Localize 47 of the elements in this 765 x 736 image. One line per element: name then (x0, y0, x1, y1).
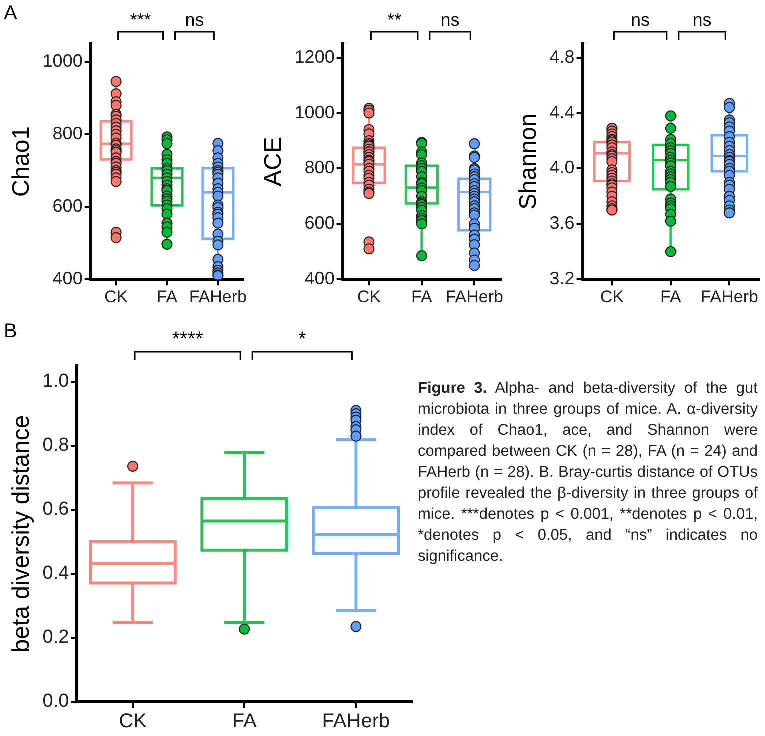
x-tick-label: FA (412, 287, 433, 306)
x-tick-label: FA (156, 287, 178, 306)
y-tick-label: 3.2 (550, 268, 575, 289)
y-tick-label: 0.6 (42, 499, 70, 520)
text: ** (388, 10, 402, 30)
y-axis-title: ACE (260, 137, 288, 186)
y-tick-label: 1200 (294, 46, 335, 67)
y-tick-label: 0.0 (42, 691, 70, 712)
x-tick-label: FAHerb (446, 287, 504, 306)
x-tick-label: FAHerb (322, 710, 390, 733)
y-tick-label: 600 (304, 213, 335, 234)
x-tick-label: FA (660, 287, 682, 306)
text: A (4, 2, 18, 25)
y-tick-label: 400 (304, 268, 335, 289)
y-tick-label: 4.8 (550, 46, 575, 67)
y-tick-label: 0.2 (42, 627, 70, 648)
y-tick-label: 800 (304, 158, 335, 178)
y-tick-label: 4.4 (550, 102, 575, 122)
y-tick-label: 1.0 (42, 371, 70, 392)
x-tick-label: CK (600, 287, 625, 306)
text: * (298, 328, 307, 351)
y-axis-title: Chao1 (8, 126, 36, 198)
x-tick-label: FAHerb (189, 287, 248, 306)
text: Figure 3. Alpha- and beta-diversity of the gut microbiota in three groups of mice. A. α-diversity index of Chao1, ace, and Shannon were compared between CK (n = 28), FA (n = 24) and FAHerb (n = 28). B. Bray-curtis distance of OTUs profile revealed the β-diversity in three groups of mice. ***denotes p < 0.001, **denotes p < 0.01, *denotes p < 0.05, and “ns” indicates no significance. (418, 380, 758, 565)
y-tick-label: 1000 (42, 51, 83, 72)
y-tick-label: 3.6 (550, 213, 575, 234)
text: ns (631, 10, 650, 30)
x-tick-label: FA (232, 710, 258, 733)
y-tick-label: 1000 (294, 102, 335, 122)
y-axis-title: Shannon (515, 114, 542, 210)
x-tick-label: FAHerb (700, 287, 758, 306)
x-tick-label: CK (119, 710, 148, 733)
x-tick-label: CK (104, 287, 129, 306)
text: B (4, 320, 18, 343)
text: *** (130, 10, 152, 30)
x-tick-label: CK (357, 287, 382, 306)
y-tick-label: 800 (52, 124, 83, 144)
text: ns (692, 10, 712, 30)
y-axis-title: beta diversity distance (8, 415, 36, 653)
y-tick-label: 600 (52, 196, 83, 216)
y-tick-label: 0.4 (42, 563, 70, 584)
text: ns (440, 10, 460, 30)
text: ns (185, 10, 204, 30)
y-tick-label: 4.0 (550, 158, 575, 178)
y-tick-label: 0.8 (42, 435, 70, 456)
text: **** (172, 328, 204, 351)
y-tick-label: 400 (52, 268, 83, 289)
